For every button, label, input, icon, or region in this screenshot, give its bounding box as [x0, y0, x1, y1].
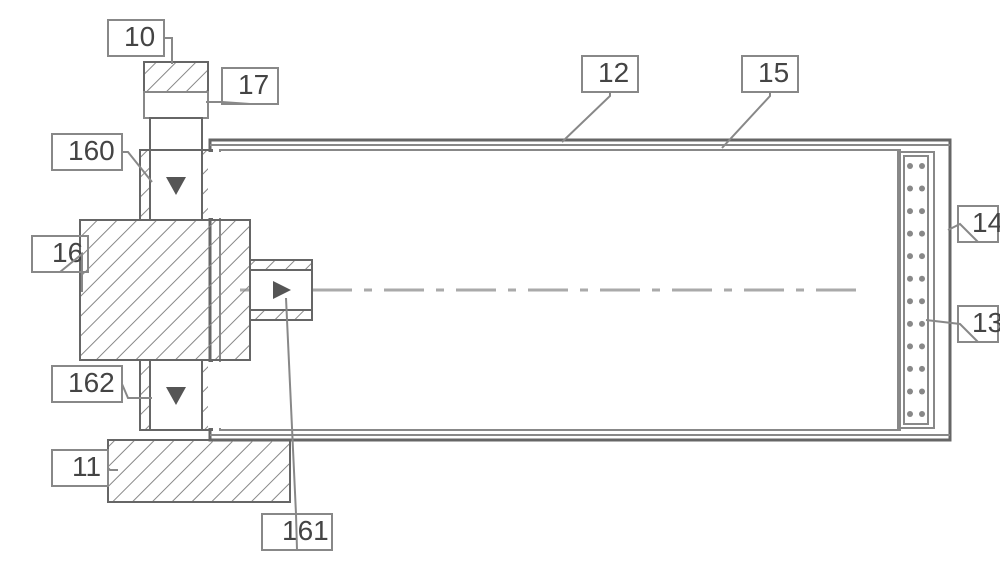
callout-11: 11	[72, 451, 101, 482]
callout-162: 162	[68, 367, 115, 398]
callout-12: 12	[598, 57, 629, 88]
callout-17: 17	[238, 69, 269, 100]
callout-160: 160	[68, 135, 115, 166]
callout-16: 16	[52, 237, 83, 268]
callout-14: 14	[972, 207, 1000, 238]
callout-161: 161	[282, 515, 329, 546]
callout-13: 13	[972, 307, 1000, 338]
callout-15: 15	[758, 57, 789, 88]
callout-10: 10	[124, 21, 155, 52]
